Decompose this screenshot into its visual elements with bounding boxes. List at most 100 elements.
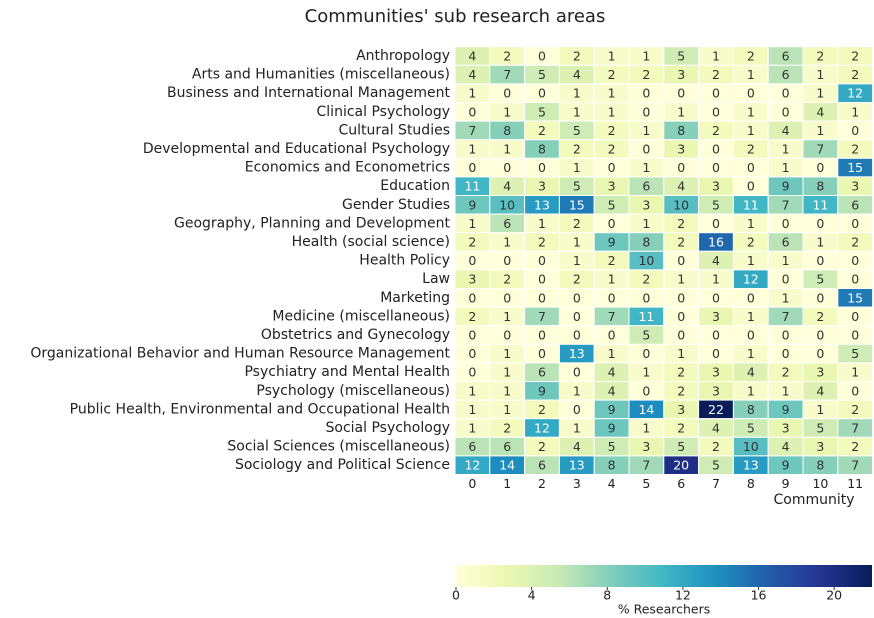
- cell-label: 0: [851, 272, 859, 287]
- cell-label: 3: [816, 365, 824, 380]
- cell-label: 1: [747, 253, 755, 268]
- cell-label: 0: [642, 383, 650, 398]
- cell-label: 4: [816, 383, 824, 398]
- cell-label: 0: [782, 86, 790, 101]
- cell-label: 1: [712, 272, 720, 287]
- cell-label: 0: [816, 253, 824, 268]
- y-tick-label: Medicine (miscellaneous): [272, 308, 450, 324]
- cell-label: 13: [743, 458, 759, 473]
- cell-label: 1: [712, 49, 720, 64]
- cell-label: 4: [677, 179, 685, 194]
- cell-label: 0: [712, 290, 720, 305]
- cell-label: 5: [816, 421, 824, 436]
- cell-label: 6: [468, 439, 476, 454]
- cell-label: 0: [712, 86, 720, 101]
- cell-label: 0: [677, 290, 685, 305]
- cell-label: 2: [816, 309, 824, 324]
- cell-label: 6: [503, 439, 511, 454]
- cell-label: 1: [747, 123, 755, 138]
- cell-label: 0: [816, 290, 824, 305]
- cell-label: 1: [747, 104, 755, 119]
- cell-label: 2: [747, 142, 755, 157]
- y-tick-label: Arts and Humanities (miscellaneous): [192, 67, 450, 83]
- y-tick-label: Developmental and Educational Psychology: [143, 141, 450, 157]
- cell-label: 12: [464, 458, 480, 473]
- cell-label: 1: [642, 123, 650, 138]
- cell-label: 1: [573, 253, 581, 268]
- x-tick-label: 0: [468, 476, 476, 491]
- cell-label: 0: [538, 253, 546, 268]
- cell-label: 2: [468, 235, 476, 250]
- cell-label: 1: [782, 160, 790, 175]
- x-tick-label: 11: [847, 476, 863, 491]
- cell-label: 2: [851, 235, 859, 250]
- cell-label: 9: [608, 402, 616, 417]
- cell-label: 2: [608, 142, 616, 157]
- cell-label: 0: [573, 328, 581, 343]
- cell-label: 9: [782, 402, 790, 417]
- cell-label: 2: [747, 235, 755, 250]
- cell-label: 5: [573, 123, 581, 138]
- cell-label: 0: [677, 309, 685, 324]
- cell-label: 14: [499, 458, 515, 473]
- cell-label: 0: [851, 383, 859, 398]
- cell-label: 0: [642, 142, 650, 157]
- cell-label: 0: [503, 253, 511, 268]
- cell-label: 10: [499, 197, 515, 212]
- cell-label: 9: [782, 179, 790, 194]
- cell-label: 0: [712, 216, 720, 231]
- cell-label: 20: [673, 458, 689, 473]
- cell-label: 6: [538, 365, 546, 380]
- cell-label: 1: [468, 402, 476, 417]
- cell-label: 16: [708, 235, 724, 250]
- y-tick-label: Economics and Econometrics: [245, 160, 450, 176]
- cell-label: 0: [816, 160, 824, 175]
- cell-label: 3: [712, 365, 720, 380]
- cell-label: 13: [569, 458, 585, 473]
- cell-label: 8: [816, 458, 824, 473]
- cell-label: 14: [638, 402, 654, 417]
- cell-label: 1: [468, 86, 476, 101]
- cell-label: 1: [503, 346, 511, 361]
- y-tick-label: Public Health, Environmental and Occupat…: [70, 401, 450, 417]
- cell-label: 7: [782, 309, 790, 324]
- cell-label: 1: [816, 67, 824, 82]
- cell-label: 4: [816, 104, 824, 119]
- cell-label: 6: [642, 179, 650, 194]
- cell-label: 0: [712, 160, 720, 175]
- cell-label: 2: [608, 67, 616, 82]
- cell-label: 2: [538, 439, 546, 454]
- y-tick-label: Marketing: [380, 290, 450, 306]
- cell-label: 1: [573, 421, 581, 436]
- cell-label: 8: [677, 123, 685, 138]
- cell-label: 13: [534, 197, 550, 212]
- cell-label: 3: [677, 402, 685, 417]
- colorbar-tick-label: 12: [675, 588, 691, 603]
- cell-label: 1: [573, 86, 581, 101]
- x-tick-label: 7: [712, 476, 720, 491]
- cell-label: 1: [782, 253, 790, 268]
- cell-label: 1: [642, 365, 650, 380]
- cell-label: 15: [847, 160, 863, 175]
- cell-label: 1: [608, 49, 616, 64]
- cell-label: 4: [712, 253, 720, 268]
- cell-label: 1: [642, 49, 650, 64]
- cell-label: 4: [712, 421, 720, 436]
- cell-label: 0: [712, 142, 720, 157]
- cell-label: 3: [538, 179, 546, 194]
- cell-label: 8: [816, 179, 824, 194]
- cell-label: 0: [747, 179, 755, 194]
- cell-label: 3: [712, 179, 720, 194]
- cell-label: 2: [851, 439, 859, 454]
- cell-label: 0: [573, 290, 581, 305]
- cell-label: 2: [608, 253, 616, 268]
- cell-label: 12: [743, 272, 759, 287]
- colorbar-tick-label: 8: [603, 588, 611, 603]
- cell-label: 2: [712, 67, 720, 82]
- cell-label: 1: [503, 365, 511, 380]
- x-tick-label: 3: [573, 476, 581, 491]
- cell-label: 2: [538, 402, 546, 417]
- cell-label: 15: [847, 290, 863, 305]
- cell-label: 0: [816, 346, 824, 361]
